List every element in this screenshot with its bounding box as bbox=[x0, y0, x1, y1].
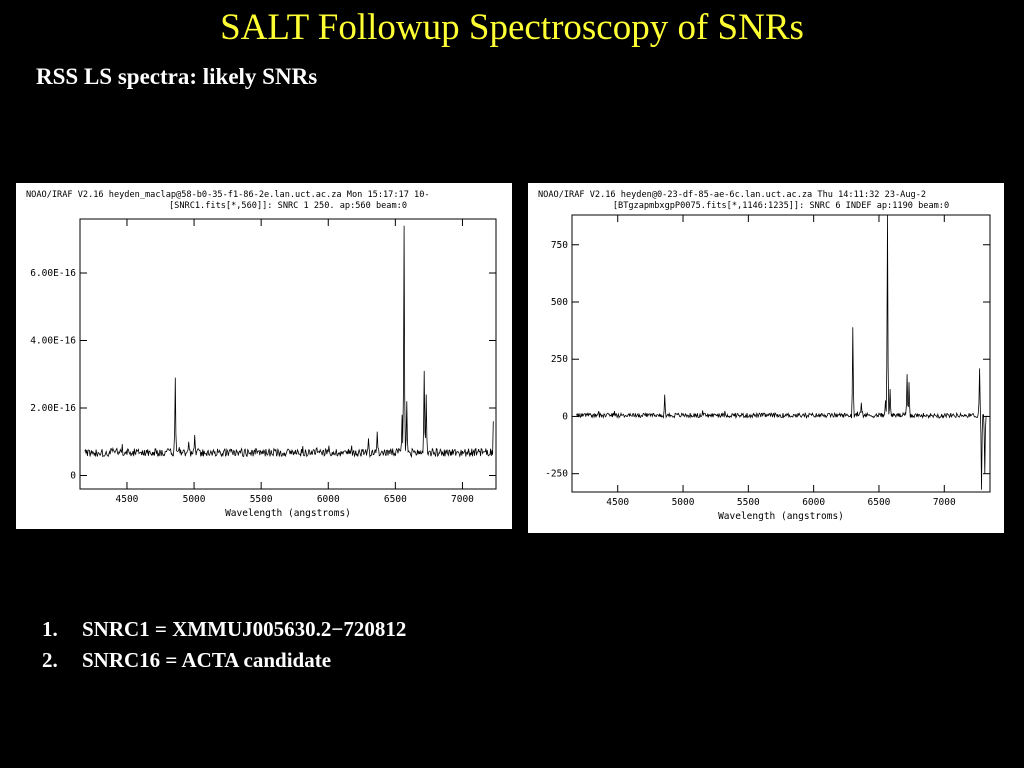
y-tick-label: 6.00E-16 bbox=[30, 268, 76, 279]
x-tick-label: 6000 bbox=[802, 497, 825, 508]
y-tick-label: 4.00E-16 bbox=[30, 336, 76, 347]
spectrum-chart-1: NOAO/IRAF V2.16 heyden_maclap@58-b0-35-f… bbox=[26, 190, 497, 519]
x-tick-label: 5500 bbox=[737, 497, 760, 508]
chart-header-line-2: [SNRC1.fits[*,560]]: SNRC 1 250. ap:560 … bbox=[169, 201, 407, 211]
chart-header-line-2: [BTgzapmbxgpP0075.fits[*,1146:1235]]: SN… bbox=[613, 201, 949, 211]
x-axis-label: Wavelength (angstroms) bbox=[225, 508, 351, 519]
list-item: 2. SNRC16 = ACTA candidate bbox=[42, 648, 406, 679]
slide-title: SALT Followup Spectroscopy of SNRs bbox=[220, 7, 804, 48]
spectrum-panel-1: NOAO/IRAF V2.16 heyden_maclap@58-b0-35-f… bbox=[16, 183, 512, 529]
chart-header-line-1: NOAO/IRAF V2.16 heyden@0-23-df-85-ae-6c.… bbox=[538, 190, 926, 200]
candidate-list: 1. SNRC1 = XMMUJ005630.2−720812 2. SNRC16 … bbox=[42, 617, 406, 679]
x-axis-label: Wavelength (angstroms) bbox=[718, 511, 844, 522]
y-tick-label: 0 bbox=[70, 471, 76, 482]
x-tick-label: 5000 bbox=[672, 497, 695, 508]
y-tick-label: 2.00E-16 bbox=[30, 403, 76, 414]
spectrum-line bbox=[84, 225, 494, 459]
chart-header-line-1: NOAO/IRAF V2.16 heyden_maclap@58-b0-35-f… bbox=[26, 190, 430, 200]
y-tick-label: 250 bbox=[551, 354, 568, 365]
y-tick-label: -250 bbox=[545, 469, 568, 480]
spectrum-line bbox=[576, 214, 988, 490]
x-tick-label: 7000 bbox=[933, 497, 956, 508]
x-tick-label: 6500 bbox=[384, 494, 407, 505]
spectrum-panel-2: NOAO/IRAF V2.16 heyden@0-23-df-85-ae-6c.… bbox=[528, 183, 1004, 533]
list-item-text: SNRC16 = ACTA candidate bbox=[82, 648, 332, 672]
y-tick-label: 750 bbox=[551, 240, 568, 251]
list-item: 1. SNRC1 = XMMUJ005630.2−720812 bbox=[42, 617, 406, 648]
x-tick-label: 7000 bbox=[451, 494, 474, 505]
x-tick-label: 6500 bbox=[868, 497, 891, 508]
x-tick-label: 5500 bbox=[250, 494, 273, 505]
y-tick-label: 0 bbox=[562, 411, 568, 422]
slide-subtitle: RSS LS spectra: likely SNRs bbox=[36, 64, 318, 89]
y-tick-label: 500 bbox=[551, 297, 568, 308]
x-tick-label: 5000 bbox=[183, 494, 206, 505]
x-tick-label: 4500 bbox=[606, 497, 629, 508]
x-tick-label: 4500 bbox=[116, 494, 139, 505]
list-item-text: SNRC1 = XMMUJ005630.2−720812 bbox=[82, 617, 407, 641]
plot-frame bbox=[571, 214, 991, 493]
list-item-number: 2. bbox=[42, 648, 58, 672]
x-tick-label: 6000 bbox=[317, 494, 340, 505]
list-item-number: 1. bbox=[42, 617, 58, 641]
plot-frame bbox=[79, 218, 497, 490]
spectrum-chart-2: NOAO/IRAF V2.16 heyden@0-23-df-85-ae-6c.… bbox=[538, 190, 991, 522]
